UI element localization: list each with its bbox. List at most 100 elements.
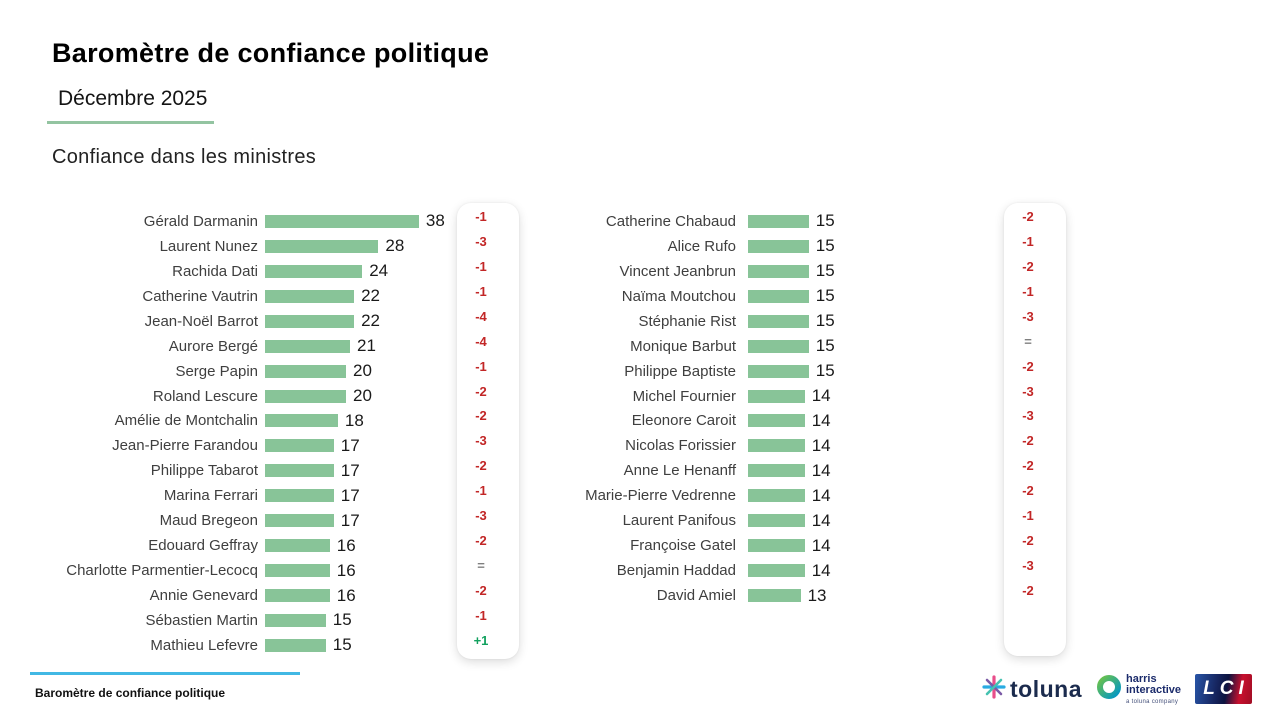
confidence-value: 17 <box>340 485 360 505</box>
evolution-value: -3 <box>475 508 487 524</box>
evolution-value: = <box>477 558 485 574</box>
harris-interactive-logo: harris interactive a toluna company <box>1096 672 1181 705</box>
evolution-list: -1 -3 -1 -1 -4 -4 -1 -2 -2 -3 -2 -1 -3 -2 = -2 -1 +1 <box>457 203 519 653</box>
subtitle-underline <box>47 121 214 124</box>
confidence-bar <box>748 289 809 303</box>
evolution-value: -1 <box>475 483 487 499</box>
minister-row: Marie-Pierre Vedrenne 14 <box>520 483 835 508</box>
evolution-value: = <box>1024 333 1032 349</box>
minister-name: Charlotte Parmentier-Lecocq <box>66 562 258 580</box>
evolution-value: -1 <box>475 258 487 274</box>
confidence-value: 14 <box>811 510 831 530</box>
minister-row: Anne Le Henanff 14 <box>520 458 835 483</box>
minister-name: Alice Rufo <box>667 237 736 255</box>
minister-row: Laurent Panifous 14 <box>520 508 835 533</box>
confidence-value: 24 <box>369 261 389 281</box>
logo-bar: toluna harris interactive a toluna com <box>982 669 1252 709</box>
confidence-bar <box>265 589 330 603</box>
confidence-bar <box>748 264 809 278</box>
confidence-value: 17 <box>340 460 360 480</box>
minister-row: Annie Genevard 16 <box>10 583 445 608</box>
minister-row: Roland Lescure 20 <box>10 384 445 409</box>
minister-name: Catherine Chabaud <box>605 212 736 230</box>
harris-word-1: harris <box>1126 672 1157 685</box>
confidence-value: 15 <box>332 610 352 630</box>
evolution-value: -1 <box>1022 508 1034 524</box>
confidence-value: 16 <box>336 560 356 580</box>
harris-tagline: a toluna company <box>1126 698 1179 705</box>
minister-name: Philippe Tabarot <box>150 462 258 480</box>
confidence-bar <box>748 414 805 428</box>
confidence-bar <box>265 289 355 303</box>
minister-name: Annie Genevard <box>149 587 258 605</box>
evolution-value: -1 <box>475 283 487 299</box>
minister-name: Stéphanie Rist <box>638 312 736 330</box>
minister-row: Philippe Baptiste 15 <box>520 359 834 384</box>
minister-row: Eleonore Caroit 14 <box>520 409 835 434</box>
minister-row: Jean-Pierre Farandou 17 <box>10 433 445 458</box>
minister-row: Edouard Geffray 16 <box>10 533 445 558</box>
confidence-value: 14 <box>811 535 831 555</box>
minister-name: Maud Bregeon <box>159 512 258 530</box>
lci-logo: LCI <box>1195 674 1252 704</box>
minister-name: Laurent Nunez <box>159 237 258 255</box>
minister-name: David Amiel <box>656 587 736 605</box>
confidence-bar <box>265 364 346 378</box>
minister-row: Mathieu Lefevre 15 <box>10 633 445 658</box>
confidence-bar <box>265 638 326 652</box>
minister-name: Catherine Vautrin <box>142 287 258 305</box>
minister-row: Gérald Darmanin 38 <box>10 209 445 234</box>
evolution-value: -2 <box>475 383 487 399</box>
minister-row: Naïma Moutchou 15 <box>520 284 835 309</box>
minister-name: Marina Ferrari <box>163 487 258 505</box>
confidence-value: 15 <box>815 261 835 281</box>
confidence-value: 20 <box>353 361 372 381</box>
confidence-value: 14 <box>811 386 831 406</box>
confidence-bar <box>265 489 334 503</box>
minister-row: Maud Bregeon 17 <box>10 508 445 533</box>
minister-row: Françoise Gatel 14 <box>520 533 835 558</box>
confidence-value: 22 <box>361 311 381 331</box>
chart-title: Confiance dans les ministres <box>52 146 317 168</box>
evolution-value: -3 <box>1022 558 1034 574</box>
confidence-bar <box>265 539 330 553</box>
minister-name: Sébastien Martin <box>145 611 258 629</box>
confidence-bar <box>265 514 334 528</box>
evolution-value: -2 <box>1022 208 1034 224</box>
evolution-value: -1 <box>475 208 487 224</box>
confidence-bar <box>265 389 346 403</box>
minister-row: Sébastien Martin 15 <box>10 608 445 633</box>
minister-row: Michel Fournier 14 <box>520 384 835 409</box>
confidence-value: 15 <box>815 236 835 256</box>
confidence-value: 38 <box>425 211 445 231</box>
evolution-value: -2 <box>1022 483 1034 499</box>
evolution-value: -2 <box>1022 533 1034 549</box>
minister-name: Benjamin Haddad <box>616 562 736 580</box>
minister-row: Serge Papin 20 <box>10 359 445 384</box>
minister-name: Aurore Bergé <box>168 337 258 355</box>
confidence-value: 18 <box>344 410 364 430</box>
evolution-value: -2 <box>475 458 487 474</box>
harris-wordmark: harris interactive a toluna company <box>1126 672 1181 705</box>
confidence-bar <box>265 613 326 627</box>
minister-name: Roland Lescure <box>152 387 258 405</box>
confidence-value: 15 <box>815 311 835 331</box>
evolution-value: -2 <box>1022 583 1034 599</box>
confidence-bar <box>748 339 809 353</box>
evolution-value: -3 <box>1022 308 1034 324</box>
minister-row: Alice Rufo 15 <box>520 234 835 259</box>
evolution-value: +1 <box>473 632 489 648</box>
confidence-value: 17 <box>340 435 360 455</box>
confidence-bar <box>265 264 363 278</box>
confidence-bar <box>265 464 334 478</box>
minister-column-right: Catherine Chabaud 15 Alice Rufo 15 Vincent J… <box>520 209 835 608</box>
evolution-value: -3 <box>1022 383 1034 399</box>
confidence-bar <box>265 339 350 353</box>
minister-row: David Amiel 13 <box>520 583 835 608</box>
minister-name: Jean-Noël Barrot <box>144 312 258 330</box>
minister-row: Rachida Dati 24 <box>10 259 445 284</box>
confidence-value: 15 <box>332 635 352 655</box>
evolution-value: -2 <box>1022 258 1034 274</box>
minister-name: Philippe Baptiste <box>624 362 736 380</box>
